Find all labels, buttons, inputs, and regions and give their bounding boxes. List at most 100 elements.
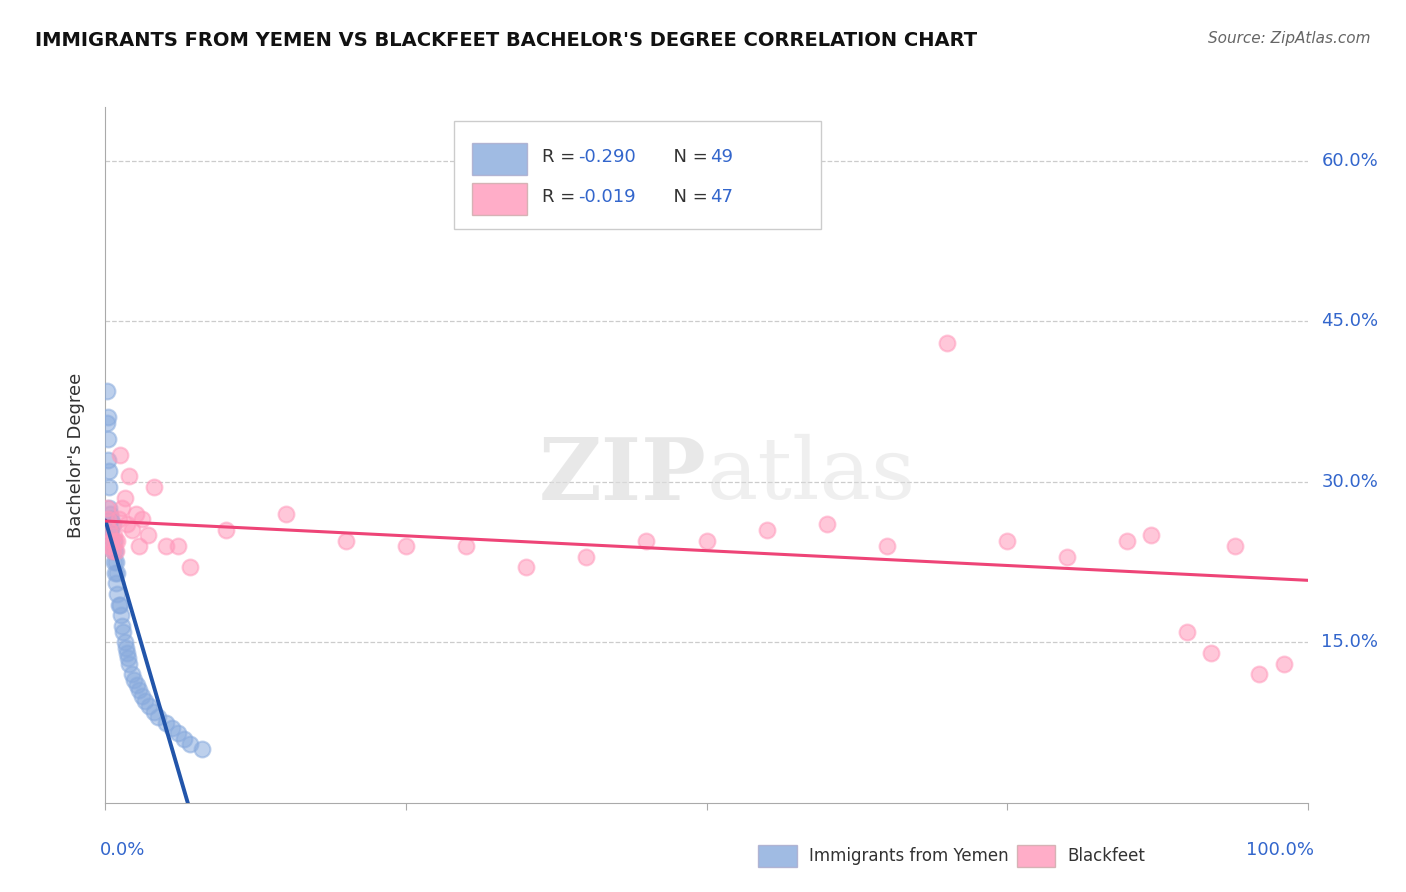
Point xyxy=(121,667,143,681)
Point xyxy=(115,517,138,532)
Text: Blackfeet: Blackfeet xyxy=(1067,847,1144,864)
Point xyxy=(335,533,357,548)
Point xyxy=(104,533,127,548)
Point xyxy=(107,512,129,526)
Point xyxy=(105,544,128,558)
Point xyxy=(101,544,124,558)
Point xyxy=(124,507,146,521)
Point xyxy=(98,480,121,494)
Point xyxy=(190,742,212,756)
Point xyxy=(138,699,160,714)
FancyBboxPatch shape xyxy=(472,143,527,175)
Point xyxy=(995,533,1018,548)
Point xyxy=(131,512,153,526)
Point xyxy=(1140,528,1163,542)
Point xyxy=(112,624,135,639)
FancyBboxPatch shape xyxy=(1017,845,1054,867)
Text: 15.0%: 15.0% xyxy=(1322,633,1378,651)
Point xyxy=(142,705,165,719)
Point xyxy=(575,549,598,564)
Point xyxy=(636,533,658,548)
Point xyxy=(104,566,127,580)
Point xyxy=(118,469,141,483)
Point xyxy=(100,533,122,548)
Point xyxy=(166,539,188,553)
Point xyxy=(148,710,170,724)
Point xyxy=(134,694,156,708)
Text: ZIP: ZIP xyxy=(538,434,707,517)
Text: 45.0%: 45.0% xyxy=(1322,312,1379,330)
Point xyxy=(124,673,146,687)
Point xyxy=(696,533,718,548)
Text: 30.0%: 30.0% xyxy=(1322,473,1378,491)
Point xyxy=(936,335,959,350)
Point xyxy=(179,737,201,751)
Point xyxy=(107,587,129,601)
Text: 0.0%: 0.0% xyxy=(100,841,145,859)
Point xyxy=(115,646,138,660)
Point xyxy=(155,715,177,730)
Point xyxy=(1056,549,1078,564)
Point xyxy=(98,507,121,521)
FancyBboxPatch shape xyxy=(758,845,797,867)
Point xyxy=(128,683,150,698)
Point xyxy=(131,689,153,703)
Point xyxy=(114,491,136,505)
Point xyxy=(96,501,118,516)
Point xyxy=(395,539,418,553)
Point xyxy=(101,517,124,532)
Point xyxy=(1249,667,1271,681)
Point xyxy=(1225,539,1247,553)
Point xyxy=(98,523,121,537)
Point xyxy=(96,384,118,398)
Point xyxy=(97,432,120,446)
Text: 100.0%: 100.0% xyxy=(1246,841,1313,859)
Point xyxy=(214,523,236,537)
Point xyxy=(105,555,128,569)
Text: Source: ZipAtlas.com: Source: ZipAtlas.com xyxy=(1208,31,1371,46)
Point xyxy=(155,539,177,553)
Point xyxy=(97,512,120,526)
Point xyxy=(98,512,121,526)
Point xyxy=(96,416,118,430)
Point xyxy=(111,619,134,633)
Text: -0.019: -0.019 xyxy=(578,188,636,206)
FancyBboxPatch shape xyxy=(472,183,527,215)
Point xyxy=(142,480,165,494)
Point xyxy=(136,528,159,542)
Text: N =: N = xyxy=(662,188,713,206)
Point xyxy=(108,448,131,462)
Point xyxy=(105,576,128,591)
Point xyxy=(100,512,122,526)
Text: -0.290: -0.290 xyxy=(578,148,636,166)
Point xyxy=(103,555,125,569)
Point xyxy=(98,539,121,553)
Point xyxy=(1116,533,1139,548)
Point xyxy=(160,721,183,735)
Point xyxy=(110,608,132,623)
Point xyxy=(115,640,138,655)
Point xyxy=(179,560,201,574)
Point xyxy=(97,453,120,467)
Text: atlas: atlas xyxy=(707,434,915,517)
Text: N =: N = xyxy=(662,148,713,166)
Point xyxy=(103,528,125,542)
Point xyxy=(1272,657,1295,671)
Text: 49: 49 xyxy=(710,148,733,166)
Text: 47: 47 xyxy=(710,188,733,206)
Point xyxy=(111,501,134,516)
Point xyxy=(98,501,121,516)
Point xyxy=(128,539,150,553)
Text: IMMIGRANTS FROM YEMEN VS BLACKFEET BACHELOR'S DEGREE CORRELATION CHART: IMMIGRANTS FROM YEMEN VS BLACKFEET BACHE… xyxy=(35,31,977,50)
Point xyxy=(107,566,129,580)
Point xyxy=(107,598,129,612)
Point xyxy=(101,544,124,558)
Point xyxy=(103,533,125,548)
Text: R =: R = xyxy=(541,148,581,166)
FancyBboxPatch shape xyxy=(454,121,821,229)
Point xyxy=(876,539,898,553)
Point xyxy=(274,507,297,521)
Point xyxy=(121,523,143,537)
Point xyxy=(98,464,121,478)
Text: Immigrants from Yemen: Immigrants from Yemen xyxy=(808,847,1008,864)
